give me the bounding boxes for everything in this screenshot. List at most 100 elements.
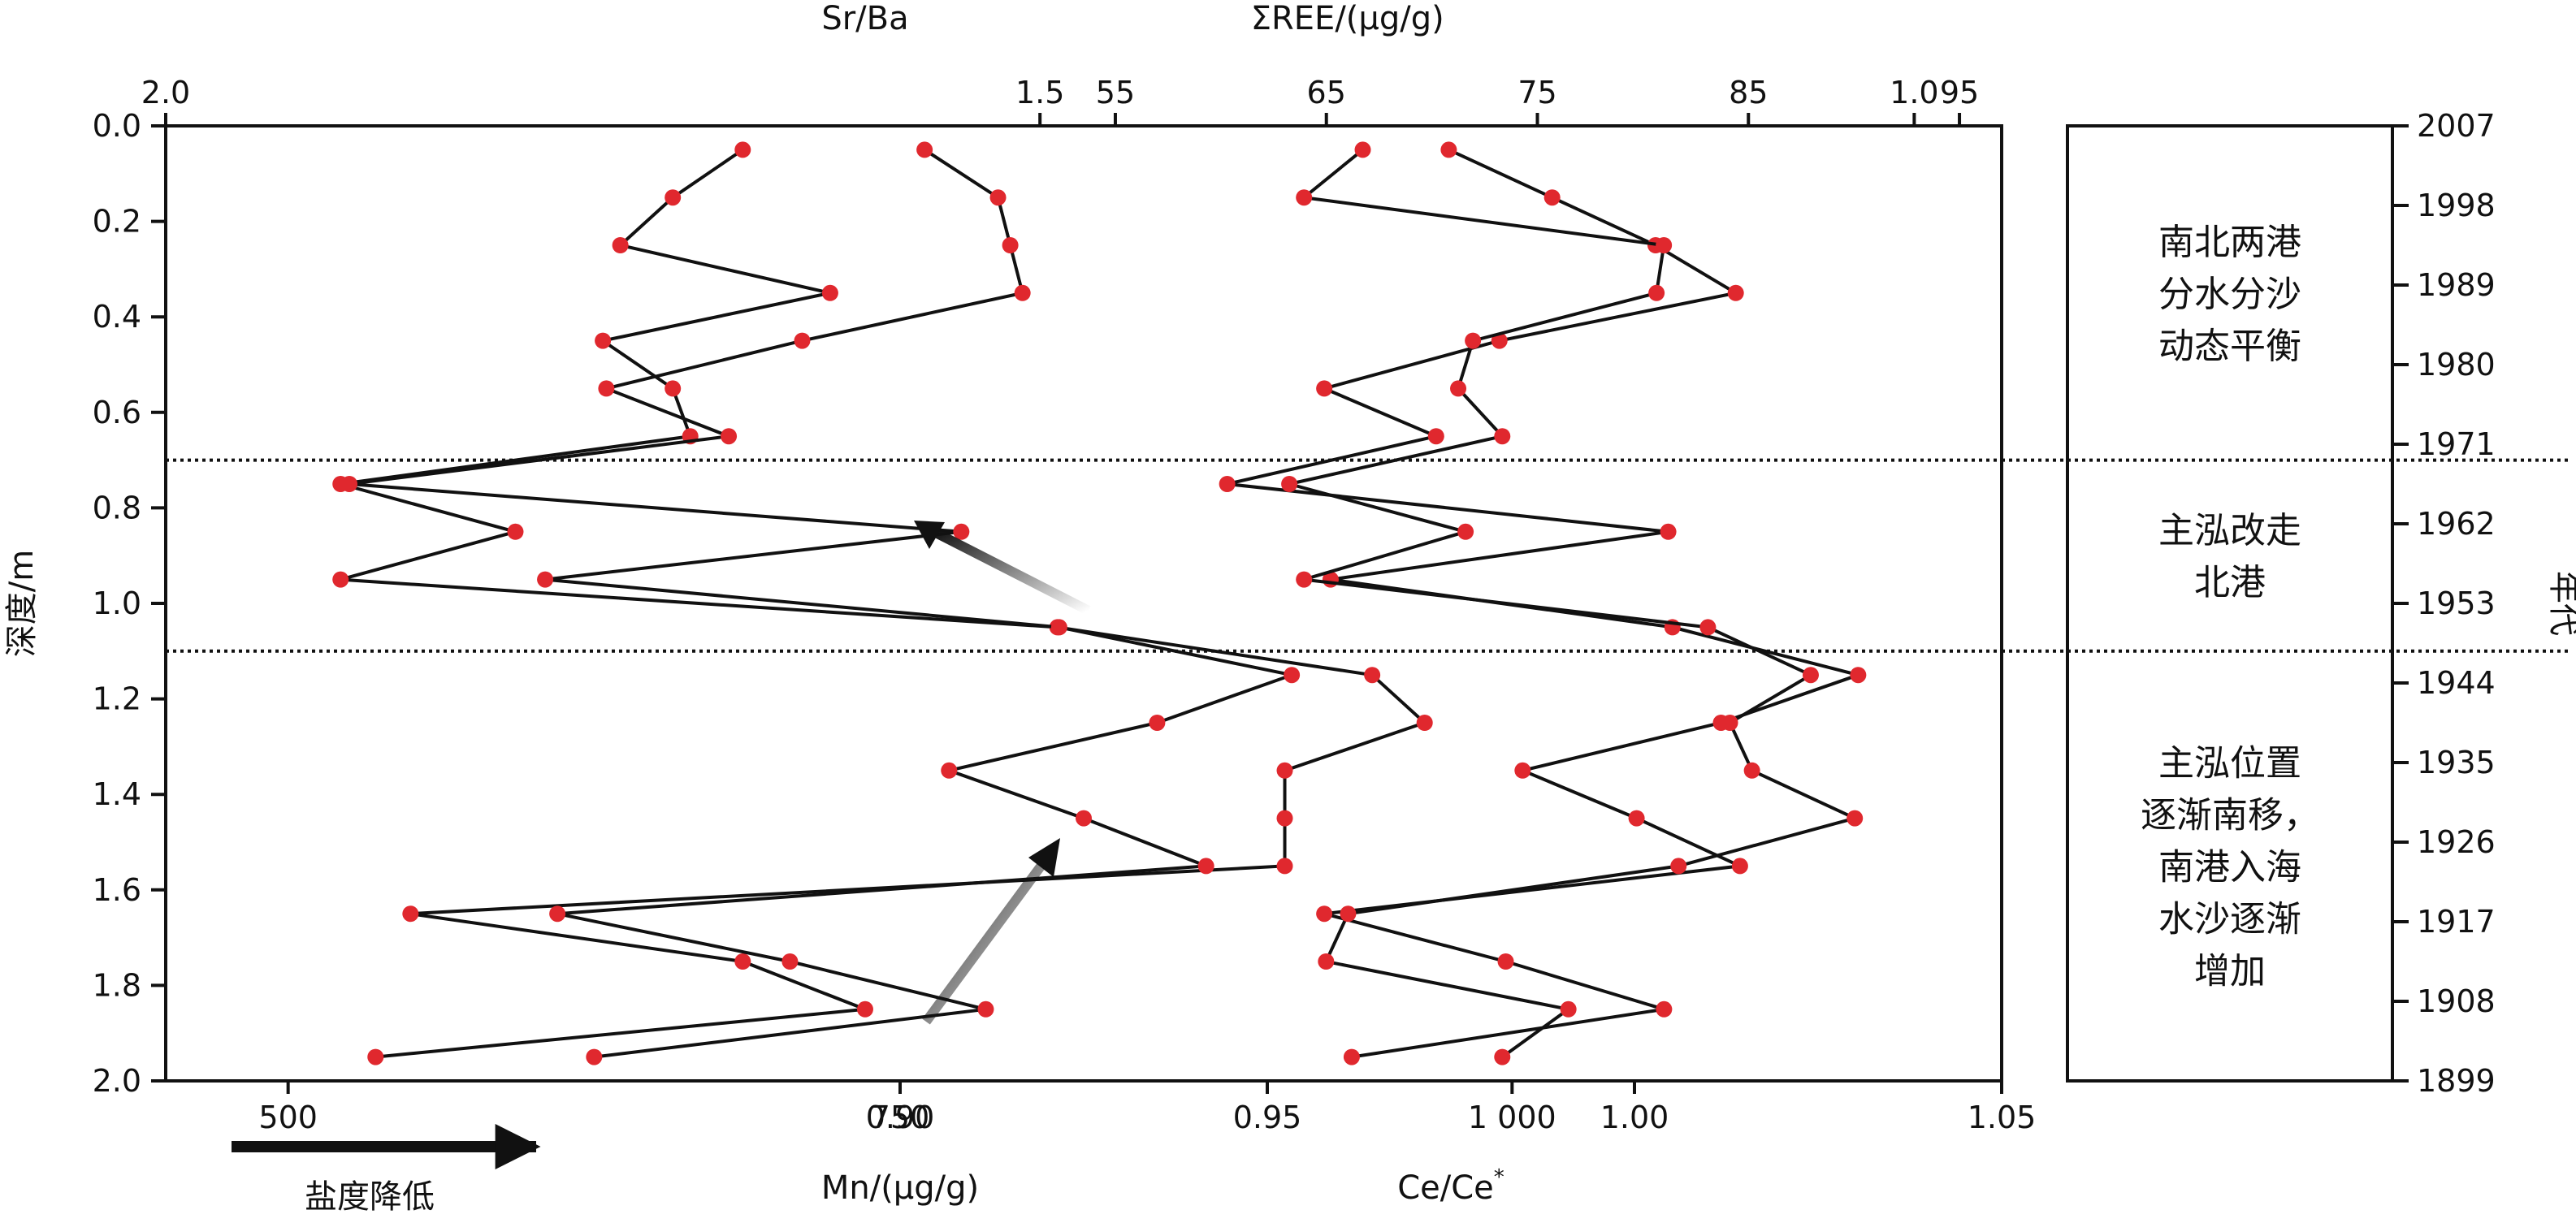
data-point — [1076, 810, 1092, 827]
series-tick-label: 75 — [1517, 75, 1556, 110]
data-point — [1543, 189, 1561, 206]
year-axis: 2007 1998 1989 1980 1971 1962 1953 1944 1935 1926… — [2392, 108, 2496, 1099]
data-point — [537, 571, 554, 588]
data-point — [341, 476, 357, 492]
series-tick-label: 65 — [1307, 75, 1346, 110]
year-axis-title: 年代 — [2545, 571, 2576, 636]
zone-label-line: 主泓改走 — [2158, 510, 2301, 551]
data-point — [598, 380, 615, 397]
series-axis-title: Ce/Ce* — [1397, 1165, 1504, 1207]
data-point — [1465, 332, 1482, 349]
zone-label-line: 动态平衡 — [2158, 326, 2301, 367]
data-point — [665, 380, 682, 397]
data-point — [1670, 858, 1687, 875]
year-tick-label: 2007 — [2417, 108, 2496, 144]
data-point — [1296, 189, 1313, 206]
data-point — [1276, 762, 1293, 779]
data-point — [507, 523, 524, 540]
series-tick-label: 55 — [1096, 75, 1135, 110]
data-point — [1318, 953, 1335, 970]
year-tick-label: 1989 — [2417, 267, 2496, 303]
data-point — [916, 141, 933, 158]
depth-tick-label: 0.0 — [93, 108, 141, 144]
series-tick-label: 0.95 — [1233, 1100, 1302, 1135]
year-tick-label: 1962 — [2417, 506, 2496, 542]
series-axis-title: Sr/Ba — [821, 0, 908, 37]
series-axes: 2.0 1.5 1.0 Sr/Ba 500 750 1 000 Mn/(μg/g) 55 65 75… — [141, 0, 2037, 1207]
series-tick-label: 1.05 — [1968, 1100, 2037, 1135]
series-tick-label: 500 — [258, 1100, 318, 1135]
series-line — [340, 148, 1428, 1059]
data-point — [1802, 667, 1819, 684]
data-point — [721, 428, 738, 445]
year-tick-label: 1917 — [2417, 904, 2496, 940]
data-point — [1340, 905, 1357, 923]
data-point — [586, 1048, 603, 1065]
data-point — [1296, 571, 1313, 588]
data-point — [1440, 141, 1457, 158]
year-tick-label: 1935 — [2417, 745, 2496, 780]
data-point — [1721, 715, 1738, 731]
series-tick-label: 1.5 — [1015, 75, 1064, 110]
zone-label-line: 水沙逐渐 — [2158, 898, 2301, 940]
data-point — [367, 1048, 384, 1065]
data-point — [402, 905, 419, 923]
series-tick-label: 1.00 — [1600, 1100, 1669, 1135]
data-point — [1699, 619, 1717, 636]
data-point — [1316, 380, 1333, 397]
data-point — [821, 284, 838, 301]
data-point — [941, 762, 958, 779]
trend-arrow-down-head — [1028, 838, 1060, 877]
salinity-label: 盐度降低 — [305, 1178, 435, 1216]
year-tick-label: 1971 — [2417, 426, 2496, 462]
zone-label-line: 南港入海 — [2158, 846, 2301, 888]
depth-tick-label: 2.0 — [93, 1063, 141, 1099]
data-point — [856, 1000, 873, 1018]
data-point — [1457, 523, 1474, 540]
data-point — [977, 1000, 994, 1018]
data-point — [1316, 905, 1333, 923]
data-point — [1560, 1000, 1577, 1018]
year-tick-label: 1998 — [2417, 188, 2496, 223]
data-point — [1656, 237, 1673, 253]
series-tick-label: 2.0 — [141, 75, 190, 110]
trend-arrow-up-head — [914, 521, 945, 549]
series-axis-title: Mn/(μg/g) — [821, 1169, 979, 1207]
series-tick-label: 750 — [871, 1100, 930, 1135]
data-point — [734, 953, 751, 970]
data-point — [1660, 523, 1677, 540]
year-tick-label: 1953 — [2417, 586, 2496, 621]
series-line — [349, 148, 1298, 1059]
year-tick-label: 1899 — [2417, 1063, 2496, 1099]
series-tick-label: 1 000 — [1468, 1100, 1556, 1135]
data-point — [1491, 332, 1508, 349]
data-point — [1846, 810, 1864, 827]
data-point — [1648, 284, 1665, 301]
depth-tick-label: 0.8 — [93, 490, 141, 525]
data-point — [1514, 762, 1531, 779]
data-point — [1656, 1000, 1673, 1018]
data-point — [332, 571, 349, 588]
data-point — [1727, 284, 1744, 301]
year-tick-label: 1908 — [2417, 983, 2496, 1019]
data-point — [1731, 858, 1748, 875]
data-point — [1343, 1048, 1360, 1065]
data-point — [1276, 810, 1293, 827]
zone-label-line: 增加 — [2194, 950, 2266, 992]
data-point — [1014, 284, 1031, 301]
series-tick-label: 95 — [1940, 75, 1979, 110]
data-point — [1450, 380, 1467, 397]
series-line — [1288, 148, 1860, 1059]
data-point — [1284, 667, 1301, 684]
zone-label-line: 南北两港 — [2158, 222, 2301, 263]
depth-tick-label: 1.2 — [93, 681, 141, 717]
data-point — [1149, 715, 1166, 731]
zone-label-line: 逐渐南移， — [2141, 794, 2319, 836]
data-point — [1497, 953, 1514, 970]
data-point — [1354, 141, 1371, 158]
depth-axis-title: 深度/m — [3, 550, 41, 657]
data-point — [1281, 476, 1298, 492]
depth-tick-label: 0.6 — [93, 395, 141, 430]
zone-label-line: 主泓位置 — [2158, 742, 2301, 784]
